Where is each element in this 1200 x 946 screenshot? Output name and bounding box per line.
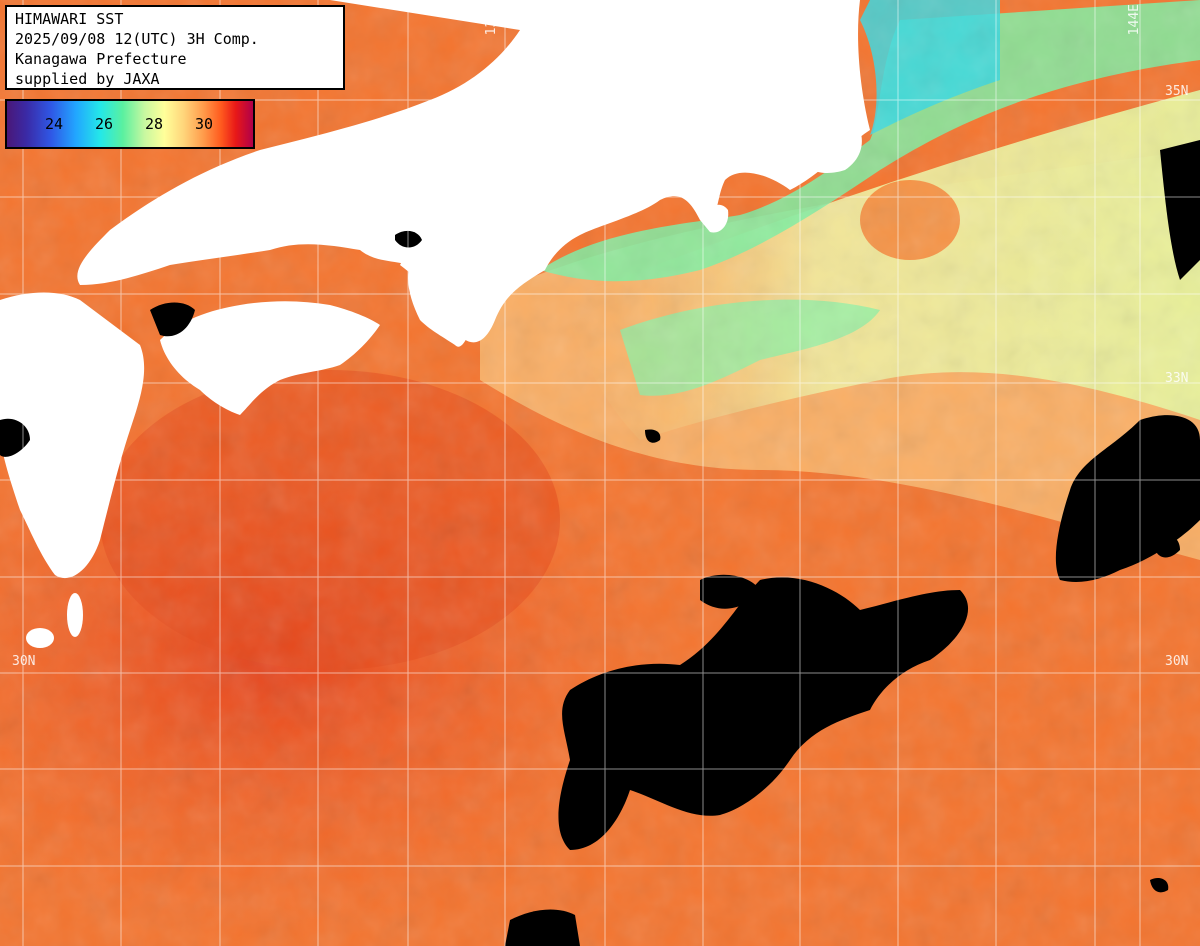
lat-label-30n-right: 30N: [1165, 654, 1189, 669]
island-yakushima: [26, 628, 54, 648]
cloud-mask: [0, 140, 1200, 946]
data-supplier: supplied by JAXA: [15, 70, 160, 88]
colorbar-tick-26: 26: [95, 115, 114, 133]
land-kyushu: [0, 292, 145, 579]
colorbar-tick-28: 28: [145, 115, 164, 133]
temperature-colorbar: 24 26 28 30: [5, 99, 255, 149]
land-kii: [400, 235, 545, 343]
land-honshu: [77, 0, 870, 347]
product-title: HIMAWARI SST: [15, 10, 124, 28]
land-shikoku: [160, 301, 380, 415]
provider-prefecture: Kanagawa Prefecture: [15, 50, 187, 68]
colorbar-tick-24: 24: [45, 115, 64, 133]
land-izu: [700, 204, 729, 233]
lon-label-136e: 136E: [484, 4, 499, 36]
lat-label-30n-left: 30N: [12, 654, 36, 669]
land-boso: [800, 130, 862, 173]
observation-time: 2025/09/08 12(UTC) 3H Comp.: [15, 30, 259, 48]
colorbar-tick-30: 30: [195, 115, 214, 133]
info-box: HIMAWARI SST 2025/09/08 12(UTC) 3H Comp.…: [5, 5, 345, 90]
island-tanegashima: [67, 593, 83, 637]
lon-label-144e: 144E: [1127, 4, 1142, 36]
lat-label-33n: 33N: [1165, 371, 1189, 386]
lat-label-35n: 35N: [1165, 84, 1189, 99]
